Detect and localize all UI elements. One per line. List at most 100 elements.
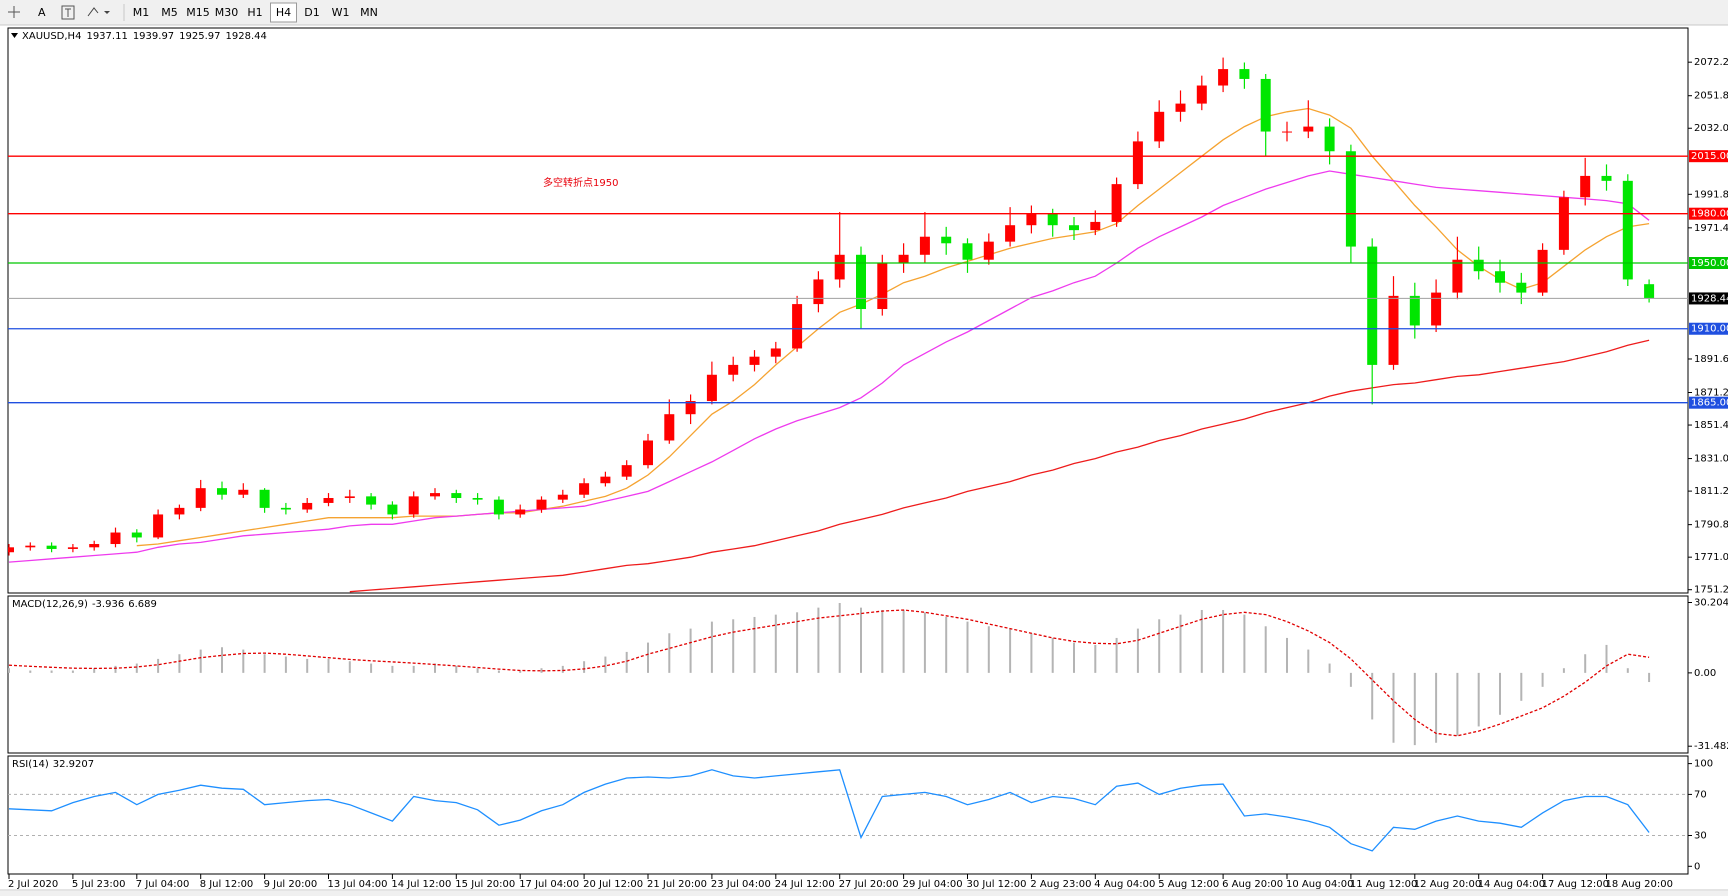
plot (8, 602, 1651, 746)
y-tick-label: 1991.80 (1694, 189, 1728, 200)
candle-body (493, 499, 504, 515)
candle-body (1026, 213, 1037, 226)
x-tick-label: 5 Jul 23:00 (72, 879, 126, 890)
indicator-title: RSI(14) (12, 759, 49, 770)
candle-body (1601, 175, 1612, 181)
candle-body (25, 545, 36, 548)
candle-body (1218, 69, 1229, 86)
x-tick-label: 18 Aug 20:00 (1606, 879, 1673, 890)
timeframe-button[interactable]: M15 (186, 6, 210, 19)
timeframe-button[interactable]: H1 (247, 6, 262, 19)
y-tick-label: -31.482 (1694, 741, 1728, 752)
candle-body (1431, 292, 1442, 326)
candle-body (1452, 259, 1463, 293)
candle-body (1345, 151, 1356, 247)
x-tick-label: 2 Aug 23:00 (1030, 879, 1091, 890)
y-tick-label: 1891.60 (1694, 354, 1728, 365)
line (349, 339, 1650, 593)
x-tick-label: 17 Aug 12:00 (1542, 879, 1609, 890)
candle-body (1367, 246, 1378, 365)
x-tick-label: 4 Aug 04:00 (1094, 879, 1155, 890)
candle-body (174, 507, 185, 515)
tab-strip (0, 891, 1728, 896)
timeframe-button[interactable]: M1 (133, 6, 150, 19)
candle-body (1644, 284, 1655, 299)
candle-body (1132, 141, 1143, 185)
level-label: 1980.00 (1691, 209, 1728, 220)
candle-body (280, 507, 291, 510)
candle-body (1047, 213, 1058, 226)
candle-body (1005, 225, 1016, 242)
y-tick-label: 0 (1694, 861, 1700, 872)
candle-body (344, 496, 355, 499)
candle-body (89, 544, 100, 548)
candle-body (749, 356, 760, 365)
candle-body (643, 440, 653, 466)
candle-body (195, 488, 206, 508)
timeframe-button[interactable]: D1 (304, 6, 319, 19)
x-tick-label: 23 Jul 04:00 (711, 879, 771, 890)
candle-body (1196, 85, 1207, 104)
timeframe-active (270, 2, 297, 23)
y-tick-label: 2072.20 (1694, 57, 1728, 68)
timeframe-button[interactable]: H4 (276, 6, 291, 19)
y-tick-label: 0.00 (1694, 668, 1716, 679)
candle-body (792, 304, 803, 349)
candle-body (1580, 175, 1591, 198)
header-triangle (11, 33, 18, 38)
candle-body (834, 254, 845, 280)
line (8, 769, 1650, 852)
candle-body (408, 496, 419, 515)
shapes-icon[interactable] (87, 7, 110, 17)
x-tick-label: 7 Jul 04:00 (136, 879, 190, 890)
timeframe-button[interactable]: W1 (332, 6, 350, 19)
y-tick-label: 1771.00 (1694, 552, 1728, 563)
candle-body (770, 348, 781, 357)
level-label-bg (1689, 322, 1728, 335)
candle-body (1260, 78, 1271, 132)
indicator-value: -3.936 (92, 599, 124, 610)
candle-body (1111, 184, 1122, 222)
x-tick-label: 12 Aug 20:00 (1414, 879, 1481, 890)
candle-body (1516, 282, 1527, 293)
candle-body (217, 488, 227, 495)
x-tick-label: 6 Aug 20:00 (1222, 879, 1283, 890)
line (8, 609, 1650, 737)
candle-body (579, 483, 590, 495)
candle-body (472, 498, 483, 500)
y-tick-label: 1751.20 (1694, 585, 1728, 596)
x-tick-label: 2 Jul 2020 (8, 879, 58, 890)
candle-body (67, 547, 78, 549)
candle-body (941, 236, 952, 244)
candle-body (1622, 180, 1633, 280)
candle-body (387, 504, 398, 515)
x-tick-label: 5 Aug 12:00 (1158, 879, 1219, 890)
label-icon[interactable] (61, 5, 75, 20)
candle-body (1388, 295, 1399, 365)
indicator-title: MACD(12,26,9) (12, 599, 88, 610)
candle-body (728, 364, 739, 375)
candle-body (919, 236, 930, 255)
candle-body (898, 254, 909, 264)
x-tick-label: 8 Jul 12:00 (200, 879, 254, 890)
candle-body (856, 254, 866, 310)
x-tick-label: 24 Jul 12:00 (775, 879, 835, 890)
text-tool[interactable]: A (38, 6, 46, 19)
x-tick-label: 17 Jul 04:00 (519, 879, 579, 890)
timeframe-button[interactable]: MN (360, 6, 378, 19)
candle-body (1537, 249, 1548, 293)
timeframe-button[interactable]: M30 (215, 6, 239, 19)
candle-body (46, 545, 57, 549)
candle-body (515, 509, 526, 515)
timeframe-button[interactable]: M5 (161, 6, 178, 19)
last-price-label: 1928.44 (1691, 293, 1728, 304)
candle-body (1558, 197, 1569, 250)
crosshair-icon[interactable] (8, 6, 20, 18)
indicator-value: 32.9207 (53, 759, 94, 770)
candle-body (238, 489, 249, 495)
x-tick-label: 13 Jul 04:00 (328, 879, 388, 890)
ohlc-value: 1937.11 (86, 31, 127, 42)
indicator-header: RSI(14) 32.9207 (12, 759, 94, 770)
